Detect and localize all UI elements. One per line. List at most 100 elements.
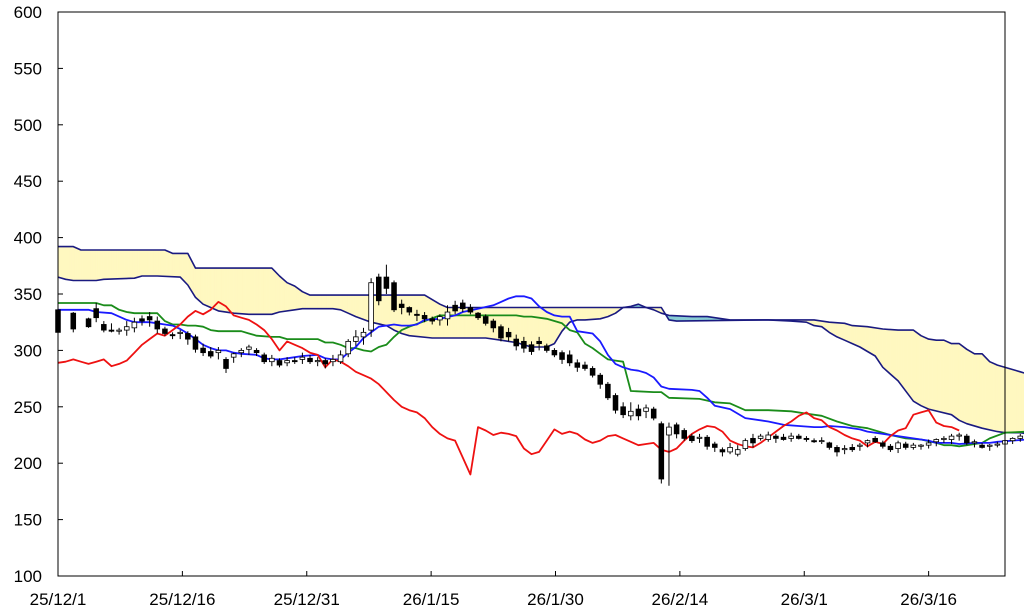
candle-body-up	[910, 444, 917, 448]
kumo-segment	[149, 249, 152, 277]
kumo-segment	[195, 267, 198, 300]
candlestick	[811, 438, 817, 443]
kumo-segment	[397, 294, 400, 333]
kumo-segment	[120, 249, 124, 279]
kumo-segment	[590, 307, 593, 320]
candlestick	[704, 435, 710, 450]
kumo-segment	[95, 249, 99, 281]
candlestick	[154, 316, 161, 334]
candlestick	[796, 433, 802, 440]
candle-body-down	[964, 435, 970, 444]
kumo-segment	[920, 335, 924, 407]
candle-body-up	[857, 444, 863, 447]
kumo-segment	[941, 340, 945, 414]
kumo-segment	[928, 338, 931, 410]
kumo-segment	[859, 325, 863, 349]
candlestick	[628, 402, 634, 421]
kumo-segment	[363, 294, 366, 321]
kumo-segment	[246, 267, 250, 315]
y-tick-label: 100	[14, 567, 42, 586]
kumo-segment	[321, 294, 324, 309]
candlestick	[979, 442, 985, 449]
kumo-segment	[254, 267, 257, 315]
kumo-segment	[311, 294, 315, 309]
kumo-segment	[134, 249, 137, 279]
candle-body-down	[681, 430, 688, 439]
candlestick	[864, 439, 871, 448]
candlestick	[544, 343, 550, 353]
candle-body-up	[941, 437, 947, 440]
candle-body-down	[834, 447, 840, 453]
kumo-segment	[592, 307, 595, 320]
kumo-segment	[204, 267, 208, 307]
candlestick	[780, 433, 787, 441]
kumo-segment	[235, 267, 238, 314]
candle-body-down	[421, 315, 428, 320]
candle-body-up	[925, 442, 932, 446]
candlestick	[750, 433, 756, 448]
candle-body-up	[956, 434, 962, 437]
kumo-segment	[960, 344, 964, 423]
kumo-segment	[88, 249, 91, 281]
kumo-segment	[365, 294, 368, 322]
candlestick	[414, 309, 420, 322]
candle-body-down	[291, 360, 298, 363]
candlestick	[215, 347, 222, 360]
kumo-segment	[962, 346, 966, 424]
kumo-segment	[302, 291, 305, 309]
kumo-segment	[596, 307, 599, 320]
kumo-segment	[170, 252, 173, 277]
kumo-segment	[258, 267, 261, 315]
kumo-segment	[262, 267, 265, 315]
kumo-segment	[580, 307, 584, 321]
kumo-segment	[271, 267, 274, 315]
candlestick	[696, 433, 703, 443]
candlestick	[207, 347, 214, 359]
candlestick	[246, 344, 252, 355]
kumo-segment	[132, 249, 135, 279]
candlestick	[314, 357, 321, 367]
kumo-segment	[176, 253, 179, 278]
kumo-segment	[73, 246, 76, 281]
kumo-segment	[65, 246, 68, 280]
kumo-segment	[456, 307, 460, 339]
kumo-segment	[336, 294, 339, 310]
candle-body-down	[902, 443, 909, 448]
kumo-segment	[527, 307, 530, 347]
kumo-segment	[577, 307, 580, 321]
y-tick-label: 150	[14, 511, 42, 530]
y-tick-label: 250	[14, 398, 42, 417]
candlestick	[841, 445, 848, 455]
kumo-segment	[242, 267, 246, 315]
candlestick	[291, 357, 298, 364]
candle-body-up	[1017, 435, 1024, 439]
chikou-line	[57, 301, 960, 476]
candle-body-down	[490, 320, 497, 329]
y-tick-label: 450	[14, 172, 42, 191]
candle-body-down	[612, 395, 619, 411]
kumo-segment	[189, 256, 192, 292]
candle-body-down	[574, 362, 581, 368]
candle-body-up	[994, 443, 1001, 446]
candle-body-up	[345, 340, 351, 355]
x-tick-label: 25/12/16	[149, 590, 215, 609]
kumo-segment	[981, 353, 985, 429]
kumo-segment	[269, 267, 273, 315]
kumo-segment	[105, 249, 108, 280]
candlestick	[101, 321, 107, 333]
kumo-segment	[968, 350, 971, 426]
kumo-segment	[598, 307, 601, 320]
kumo-segment	[894, 329, 897, 380]
candle-body-down	[391, 282, 397, 311]
kumo-segment	[605, 307, 609, 318]
kumo-segment	[867, 326, 870, 354]
kumo-segment	[115, 249, 118, 280]
candlestick	[635, 404, 642, 421]
candlestick	[788, 432, 794, 442]
candlestick	[490, 318, 497, 333]
candle-body-down	[207, 351, 214, 357]
candle-body-down	[887, 445, 894, 451]
kumo-segment	[876, 327, 880, 363]
kumo-segment	[556, 307, 559, 342]
kumo-segment	[160, 249, 164, 277]
